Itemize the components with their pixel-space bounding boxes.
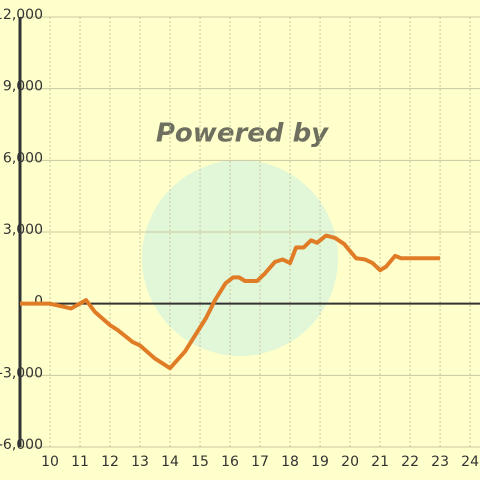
watermark: Powered by xyxy=(156,119,329,149)
x-tick-label: 10 xyxy=(41,454,59,470)
x-tick-label: 22 xyxy=(401,454,419,470)
watermark-logo xyxy=(142,160,338,356)
x-tick-label: 17 xyxy=(251,454,269,470)
x-tick-label: 16 xyxy=(221,454,239,470)
y-tick-label: 12,000 xyxy=(0,7,43,23)
y-tick-label: 9,000 xyxy=(3,79,43,95)
x-tick-label: 19 xyxy=(311,454,329,470)
x-tick-label: 14 xyxy=(161,454,179,470)
x-tick-label: 24 xyxy=(461,454,479,470)
x-tick-label: 11 xyxy=(71,454,89,470)
x-tick-label: 23 xyxy=(431,454,449,470)
x-tick-label: 12 xyxy=(101,454,119,470)
x-tick-label: 20 xyxy=(341,454,359,470)
x-tick-label: 18 xyxy=(281,454,299,470)
x-tick-label: 21 xyxy=(371,454,389,470)
x-tick-label: 13 xyxy=(131,454,149,470)
y-tick-label: 6,000 xyxy=(3,150,43,166)
x-tick-label: 15 xyxy=(191,454,209,470)
y-tick-label: 3,000 xyxy=(3,222,43,238)
line-series xyxy=(20,233,441,371)
